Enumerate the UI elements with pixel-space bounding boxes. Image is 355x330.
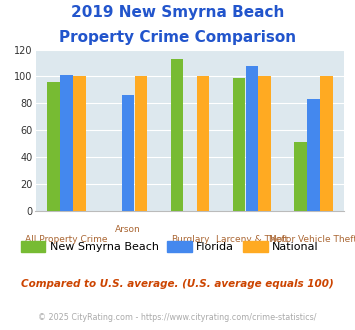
Bar [73,77,86,211]
Bar [307,99,320,211]
Bar [294,143,307,211]
Text: Property Crime Comparison: Property Crime Comparison [59,30,296,45]
Legend: New Smyrna Beach, Florida, National: New Smyrna Beach, Florida, National [16,237,323,257]
Bar [171,59,183,211]
Text: Larceny & Theft: Larceny & Theft [215,236,288,245]
Bar [320,77,333,211]
Bar [246,66,258,211]
Bar [135,77,147,211]
Text: Motor Vehicle Theft: Motor Vehicle Theft [269,236,355,245]
Bar [47,82,60,211]
Text: All Property Crime: All Property Crime [25,236,108,245]
Text: Burglary: Burglary [171,236,209,245]
Bar [197,77,209,211]
Bar [258,77,271,211]
Bar [233,78,245,211]
Text: © 2025 CityRating.com - https://www.cityrating.com/crime-statistics/: © 2025 CityRating.com - https://www.city… [38,314,317,322]
Text: Arson: Arson [115,225,141,234]
Text: Compared to U.S. average. (U.S. average equals 100): Compared to U.S. average. (U.S. average … [21,279,334,289]
Text: 2019 New Smyrna Beach: 2019 New Smyrna Beach [71,5,284,20]
Bar [60,75,72,211]
Bar [122,95,134,211]
